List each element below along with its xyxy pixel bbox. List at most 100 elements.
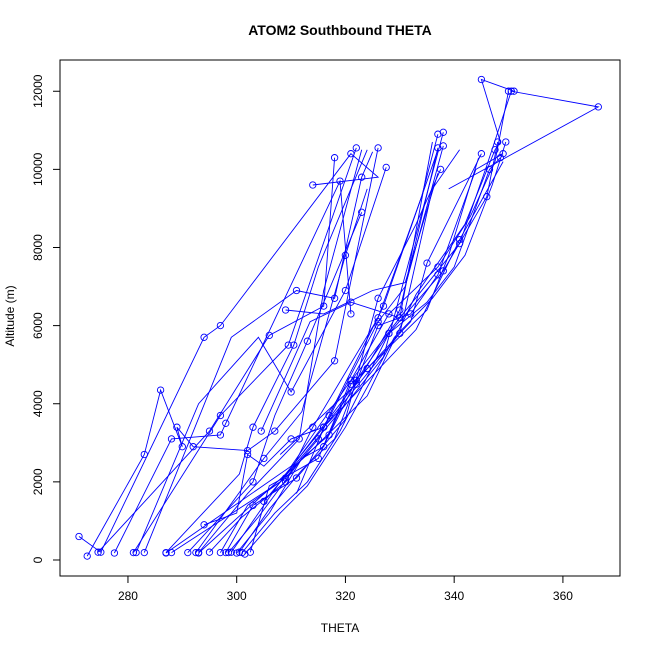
data-point bbox=[396, 306, 404, 314]
data-point bbox=[265, 331, 273, 340]
data-point bbox=[257, 427, 265, 435]
series-layer bbox=[75, 75, 602, 560]
data-point bbox=[94, 548, 102, 556]
data-point bbox=[205, 427, 214, 435]
data-point bbox=[309, 181, 317, 189]
data-point bbox=[287, 435, 295, 443]
data-point bbox=[281, 306, 290, 314]
y-tick-label: 0 bbox=[31, 556, 45, 563]
y-tick-label: 10000 bbox=[31, 152, 45, 186]
data-point bbox=[439, 128, 447, 136]
y-tick-label: 4000 bbox=[31, 390, 45, 417]
data-point bbox=[83, 552, 91, 560]
series-line bbox=[260, 141, 433, 432]
data-point bbox=[341, 251, 350, 259]
y-tick-label: 2000 bbox=[31, 468, 45, 495]
data-point bbox=[374, 318, 382, 326]
data-point bbox=[374, 294, 382, 302]
series-line bbox=[165, 90, 600, 554]
data-point bbox=[358, 208, 366, 216]
data-point bbox=[352, 144, 360, 152]
x-tick-label: 340 bbox=[444, 589, 464, 603]
data-point bbox=[287, 388, 295, 396]
series-line bbox=[86, 147, 379, 557]
data-point bbox=[167, 435, 176, 443]
series-line bbox=[279, 147, 439, 455]
data-point bbox=[379, 302, 388, 310]
y-tick-label: 12000 bbox=[31, 74, 45, 108]
data-point bbox=[156, 386, 165, 394]
data-point bbox=[292, 286, 301, 295]
data-point bbox=[507, 87, 515, 95]
data-point bbox=[284, 341, 292, 349]
data-point bbox=[222, 419, 230, 427]
y-tick-label: 8000 bbox=[31, 234, 45, 261]
data-point bbox=[260, 497, 268, 506]
series-line bbox=[187, 212, 363, 553]
series-line bbox=[285, 173, 439, 315]
series-line bbox=[239, 153, 504, 553]
series-line bbox=[198, 78, 515, 554]
y-tick-label: 6000 bbox=[31, 312, 45, 339]
series-line bbox=[97, 157, 336, 553]
data-point bbox=[75, 532, 83, 541]
series-line bbox=[78, 153, 380, 553]
data-point bbox=[358, 173, 366, 181]
data-point bbox=[502, 138, 510, 146]
y-axis-label: Altitude (m) bbox=[3, 285, 17, 346]
data-point bbox=[396, 314, 404, 322]
series-line bbox=[143, 151, 374, 553]
data-point bbox=[382, 163, 390, 172]
data-point bbox=[241, 550, 249, 558]
data-point bbox=[249, 501, 257, 509]
data-point bbox=[352, 380, 360, 388]
data-point bbox=[224, 548, 233, 557]
series-line bbox=[135, 167, 387, 553]
series-line bbox=[228, 153, 482, 553]
data-point bbox=[249, 478, 257, 486]
series-line bbox=[171, 157, 480, 553]
series-line bbox=[203, 149, 460, 526]
y-axis: 0 2000 4000 6000 8000 10000 12000 bbox=[31, 74, 61, 563]
data-point bbox=[292, 474, 301, 482]
series-line bbox=[236, 141, 499, 554]
x-tick-label: 320 bbox=[335, 589, 355, 603]
series-line bbox=[113, 179, 352, 554]
data-point bbox=[167, 548, 176, 557]
data-point bbox=[260, 454, 268, 463]
x-tick-label: 360 bbox=[553, 589, 573, 603]
data-point bbox=[290, 341, 298, 349]
data-point bbox=[189, 443, 197, 451]
data-point bbox=[173, 423, 181, 431]
data-point bbox=[216, 431, 225, 439]
data-point bbox=[341, 286, 350, 295]
data-point bbox=[271, 427, 279, 435]
x-tick-label: 300 bbox=[227, 589, 247, 603]
data-point bbox=[510, 87, 518, 95]
data-point bbox=[140, 450, 148, 459]
x-tick-label: 280 bbox=[118, 589, 138, 603]
data-point bbox=[110, 549, 119, 557]
data-point bbox=[216, 411, 225, 420]
data-point bbox=[184, 548, 192, 557]
data-point bbox=[216, 548, 225, 557]
data-point bbox=[423, 259, 431, 267]
x-axis-label: THETA bbox=[321, 621, 359, 635]
chart-title: ATOM2 Southbound THETA bbox=[248, 22, 432, 38]
data-point bbox=[132, 548, 140, 557]
data-point bbox=[205, 548, 214, 556]
data-point bbox=[140, 548, 148, 557]
data-point bbox=[227, 548, 235, 556]
data-point bbox=[216, 321, 225, 330]
data-point bbox=[194, 549, 203, 557]
series-line bbox=[241, 157, 501, 553]
series-line bbox=[225, 169, 442, 553]
data-point bbox=[249, 423, 257, 431]
data-point bbox=[374, 144, 382, 152]
data-point bbox=[477, 150, 486, 158]
data-point bbox=[325, 411, 333, 420]
data-point bbox=[330, 357, 339, 365]
series-line bbox=[230, 161, 504, 553]
data-point bbox=[374, 321, 382, 330]
